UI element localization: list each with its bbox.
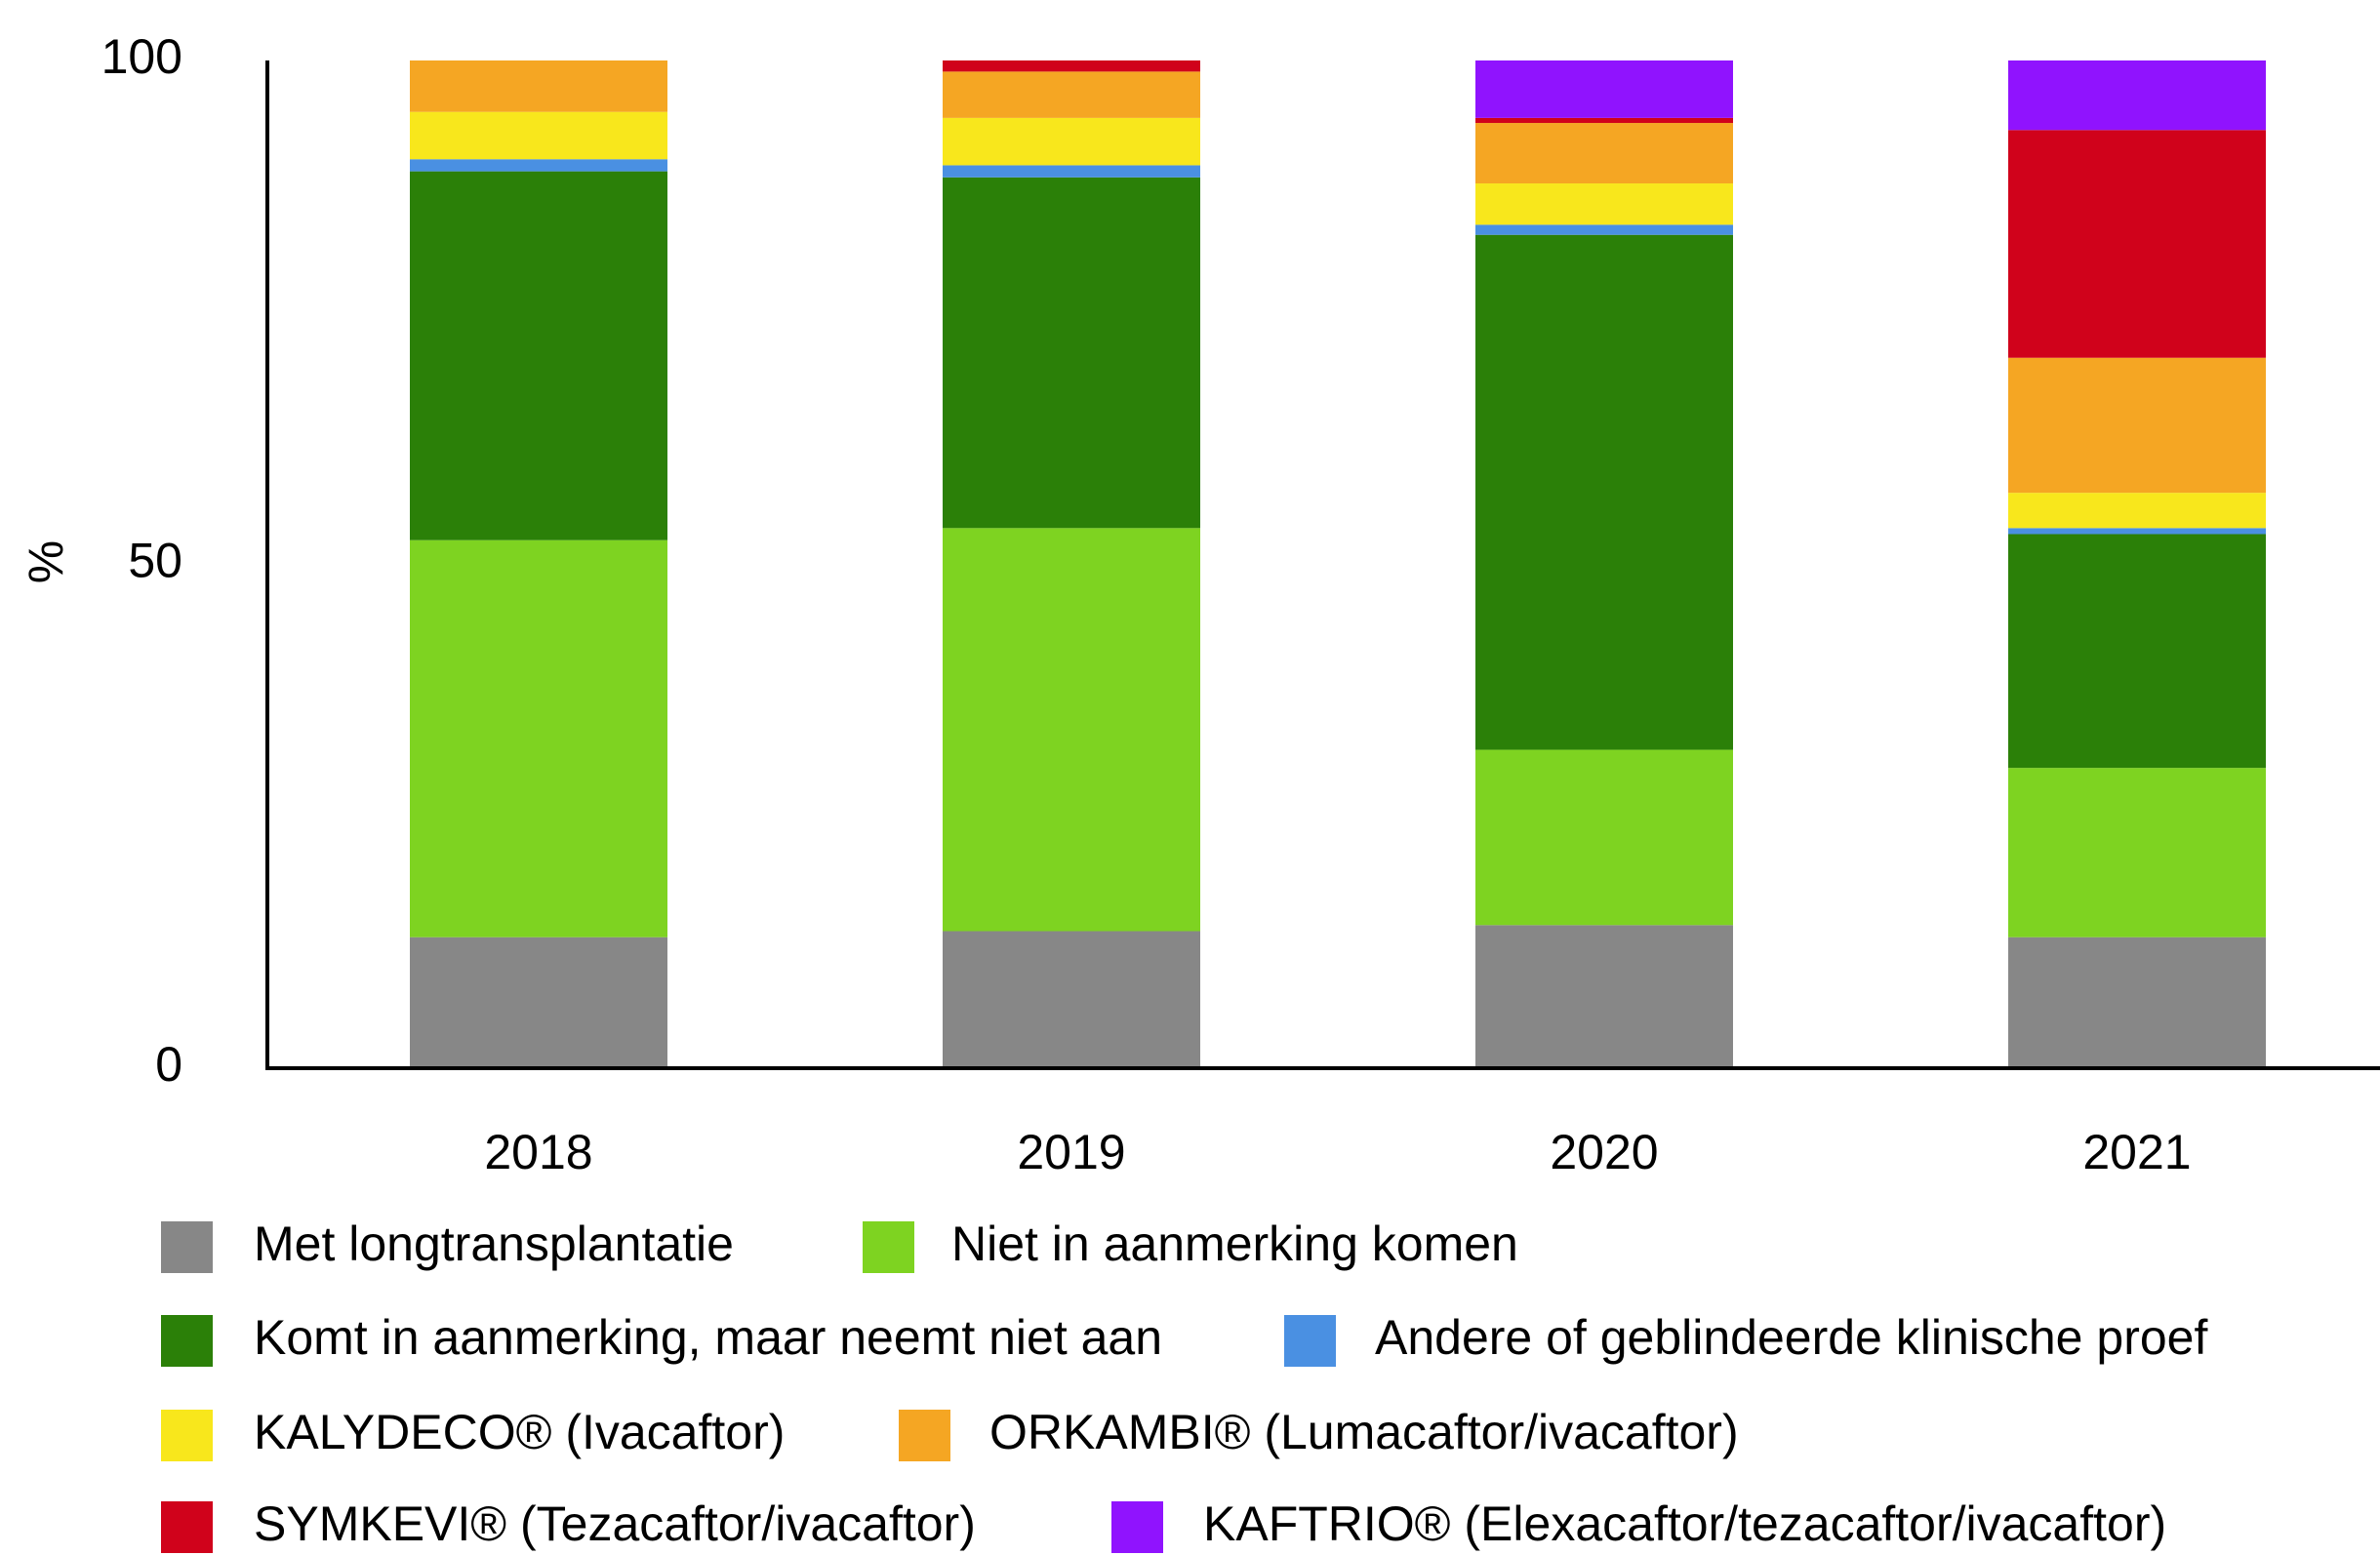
bar-segment (410, 937, 667, 1068)
bar-segment (1475, 117, 1733, 124)
bar-segment (1475, 60, 1733, 118)
bar-segment (1475, 925, 1733, 1068)
bar-segment (1475, 183, 1733, 225)
bar-segment (943, 528, 1200, 932)
legend-swatch (1111, 1501, 1163, 1553)
bar-segment (943, 165, 1200, 178)
bar-segment (943, 117, 1200, 166)
bar-segment (1475, 123, 1733, 184)
y-tick-label: 0 (155, 1037, 182, 1092)
x-tick-label: 2020 (1550, 1125, 1658, 1179)
bar-segment (2008, 534, 2266, 769)
y-tick-label: 50 (128, 534, 182, 588)
bar-segment (2008, 493, 2266, 529)
legend-swatch (1284, 1315, 1336, 1367)
bar-segment (2008, 937, 2266, 1068)
legend-label: Komt in aanmerking, maar neemt niet aan (254, 1310, 1162, 1365)
bar-segment (2008, 130, 2266, 358)
legend-label: KAFTRIO® (Elexacaftor/tezacaftor/ivacaft… (1203, 1496, 2166, 1551)
x-tick-label: 2019 (1017, 1125, 1125, 1179)
bar-segment (943, 931, 1200, 1068)
bar-segment (1475, 224, 1733, 235)
legend-label: KALYDECO® (Ivacaftor) (254, 1405, 785, 1459)
legend-swatch (161, 1315, 213, 1367)
bar-segment (2008, 528, 2266, 535)
y-tick-label: 100 (101, 29, 182, 84)
legend-label: Niet in aanmerking komen (951, 1216, 1518, 1271)
bar-segment (410, 159, 667, 172)
legend-swatch (863, 1221, 914, 1273)
x-tick-label: 2021 (2082, 1125, 2191, 1179)
bar-segment (2008, 768, 2266, 937)
y-axis-label: % (19, 540, 73, 583)
bar-segment (2008, 357, 2266, 494)
bar-segment (1475, 234, 1733, 750)
bar-segment (943, 60, 1200, 72)
bar-segment (410, 539, 667, 937)
legend-label: Andere of geblindeerde klinische proef (1375, 1310, 2207, 1365)
legend-swatch (899, 1410, 950, 1461)
bar-segment (410, 171, 667, 540)
legend-swatch (161, 1410, 213, 1461)
bar-segment (1475, 749, 1733, 926)
bar-segment (2008, 60, 2266, 131)
legend-swatch (161, 1501, 213, 1553)
legend-swatch (161, 1221, 213, 1273)
legend-label: ORKAMBI® (Lumacaftor/ivacaftor) (989, 1405, 1739, 1459)
x-tick-label: 2018 (484, 1125, 592, 1179)
bar-segment (410, 111, 667, 160)
legend-label: SYMKEVI® (Tezacaftor/ivacaftor) (254, 1496, 976, 1551)
bar-segment (943, 71, 1200, 118)
bar-segment (943, 177, 1200, 529)
legend-label: Met longtransplantatie (254, 1216, 734, 1271)
bar-segment (410, 60, 667, 112)
